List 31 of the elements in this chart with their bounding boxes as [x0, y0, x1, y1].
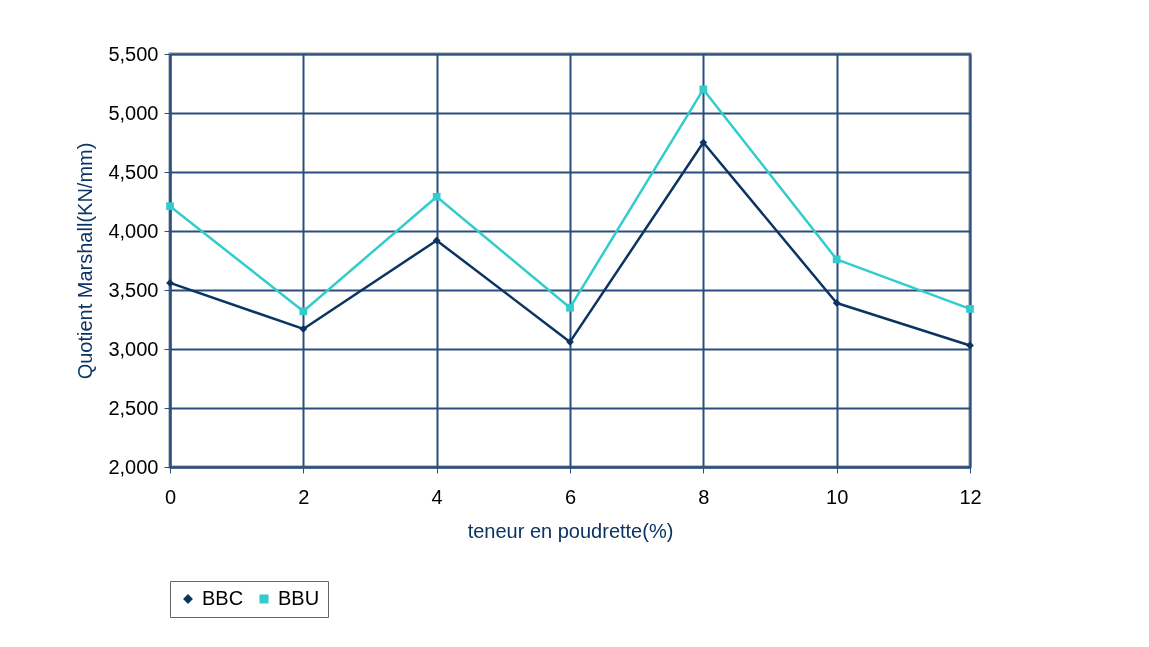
y-tick-label: 3,500 — [108, 278, 159, 301]
x-tick-label: 10 — [826, 485, 849, 508]
point — [699, 138, 708, 147]
y-tick-label: 5,500 — [108, 42, 159, 65]
point — [699, 85, 708, 94]
point — [966, 305, 974, 313]
x-tick-label: 4 — [431, 485, 443, 508]
point — [299, 307, 308, 316]
x-axis-title: teneur en poudrette(%) — [467, 519, 674, 542]
point — [966, 341, 974, 350]
point — [832, 255, 841, 264]
x-tick-label: 12 — [959, 485, 982, 508]
y-tick-label: 2,500 — [108, 396, 159, 419]
y-tick-label: 5,000 — [108, 101, 159, 124]
point — [832, 299, 841, 307]
x-tick-label: 0 — [164, 485, 177, 508]
y-tick-label: 2,000 — [108, 455, 159, 478]
x-tick-label: 2 — [298, 485, 310, 508]
point — [566, 303, 574, 312]
point — [166, 202, 174, 211]
y-tick-label: 3,000 — [108, 337, 159, 360]
x-tick-label: 6 — [564, 485, 577, 508]
point — [432, 192, 441, 201]
point — [299, 325, 308, 333]
y-axis-title: Quotient Marshall(KN/mm) — [74, 142, 97, 380]
legend-label: BBU — [278, 587, 320, 609]
point — [432, 236, 441, 245]
y-tick-label: 4,000 — [108, 219, 159, 242]
legend-label: BBC — [202, 587, 244, 609]
y-tick-label: 4,500 — [108, 160, 159, 183]
x-tick-label: 8 — [698, 485, 710, 508]
